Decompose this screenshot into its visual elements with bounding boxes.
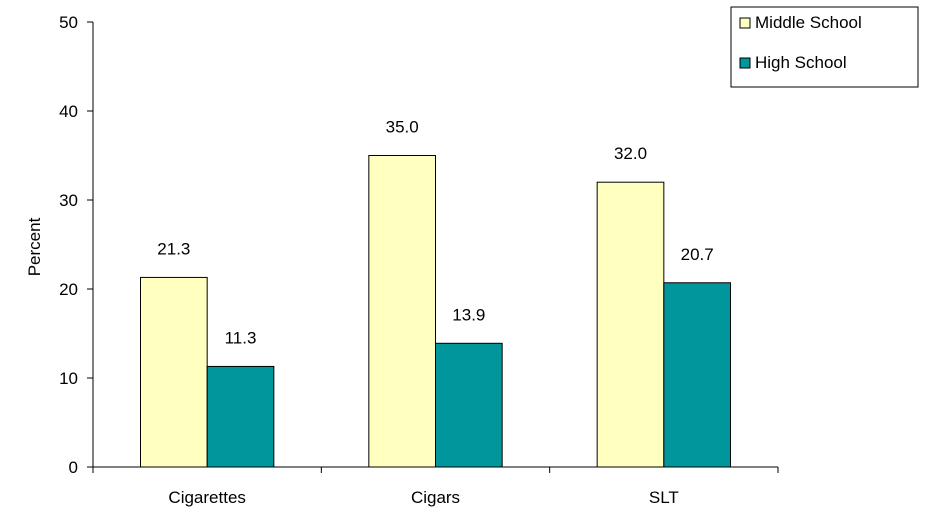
y-tick-label: 20	[59, 280, 78, 299]
bar-middle-school-cigars	[368, 155, 436, 468]
y-axis: 0 10 20 30 40 50	[59, 13, 94, 477]
data-label: 35.0	[386, 118, 419, 137]
legend-label: High School	[755, 53, 847, 72]
bars	[139, 155, 732, 468]
y-axis-label: Percent	[25, 217, 44, 276]
y-tick-label: 0	[69, 458, 78, 477]
x-tick-label: SLT	[649, 488, 679, 507]
bar-high-school-cigarettes	[206, 365, 275, 468]
legend-box	[730, 6, 919, 88]
bar-high-school-slt	[663, 282, 732, 468]
y-tick-label: 10	[59, 369, 78, 388]
y-tick-label: 30	[59, 191, 78, 210]
y-tick-label: 40	[59, 102, 78, 121]
bar-middle-school-slt	[596, 181, 665, 468]
data-labels: 21.3 11.3 35.0 13.9 32.0 20.7	[157, 118, 713, 348]
x-tick-label: Cigarettes	[168, 488, 245, 507]
data-label: 11.3	[225, 328, 257, 347]
x-tick-label: Cigars	[411, 488, 460, 507]
bar-high-school-cigars	[435, 342, 503, 468]
data-label: 13.9	[452, 305, 485, 324]
legend-swatch	[739, 17, 751, 29]
legend: Middle School High School	[730, 6, 919, 88]
data-label: 20.7	[681, 245, 714, 264]
legend-swatch	[739, 57, 751, 69]
data-label: 32.0	[614, 144, 647, 163]
bar-middle-school-cigarettes	[139, 276, 208, 468]
data-label: 21.3	[157, 239, 190, 258]
y-tick-label: 50	[59, 13, 78, 32]
x-axis: Cigarettes Cigars SLT	[92, 466, 779, 507]
legend-label: Middle School	[755, 13, 862, 32]
